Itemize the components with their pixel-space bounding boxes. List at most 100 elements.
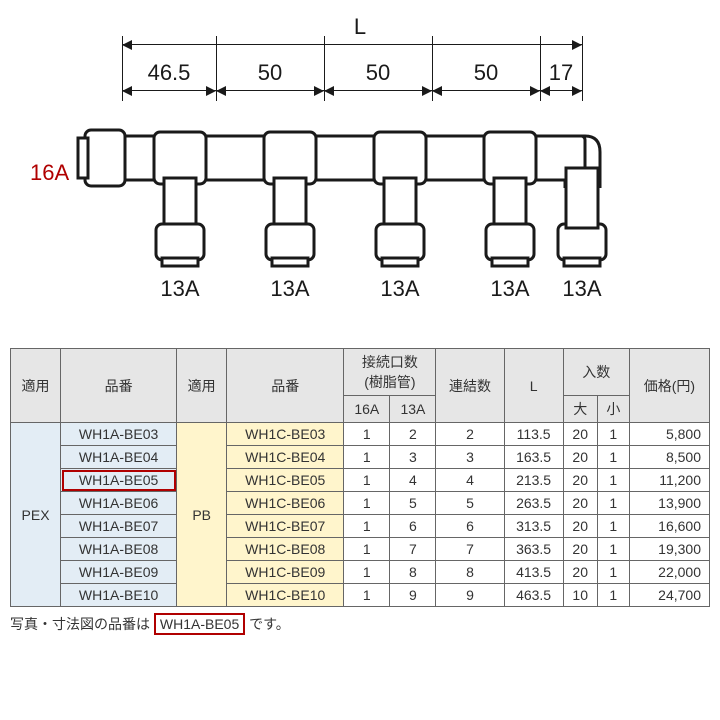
cell-part1: WH1A-BE04 — [61, 446, 177, 469]
th-conn-group: 接続口数 (樹脂管) — [344, 349, 436, 396]
cell-price: 22,000 — [629, 561, 709, 584]
cell-price: 11,200 — [629, 469, 709, 492]
table-row: WH1A-BE04WH1C-BE04133163.52018,500 — [11, 446, 710, 469]
cell-qs: 1 — [597, 423, 629, 446]
cell-len: 263.5 — [504, 492, 563, 515]
cell-part1: WH1A-BE06 — [61, 492, 177, 515]
outlet-label: 13A — [154, 276, 206, 302]
table-row: WH1A-BE06WH1C-BE06155263.520113,900 — [11, 492, 710, 515]
spec-table: 適用 品番 適用 品番 接続口数 (樹脂管) 連結数 L 入数 価格(円) 16… — [10, 348, 710, 607]
th-conn13a: 13A — [390, 396, 436, 423]
cell-link: 6 — [436, 515, 504, 538]
cell-qb: 10 — [563, 584, 597, 607]
cell-link: 9 — [436, 584, 504, 607]
cell-c16: 1 — [344, 584, 390, 607]
th-apply1: 適用 — [11, 349, 61, 423]
cell-part2: WH1C-BE10 — [227, 584, 344, 607]
cell-qb: 20 — [563, 561, 597, 584]
cell-link: 8 — [436, 561, 504, 584]
th-conn16a: 16A — [344, 396, 390, 423]
cell-c16: 1 — [344, 492, 390, 515]
cell-len: 413.5 — [504, 561, 563, 584]
cell-c13: 4 — [390, 469, 436, 492]
cell-price: 24,700 — [629, 584, 709, 607]
cell-link: 5 — [436, 492, 504, 515]
cell-part2: WH1C-BE03 — [227, 423, 344, 446]
th-qty-big: 大 — [563, 396, 597, 423]
footnote-prefix: 写真・寸法図の品番は — [10, 616, 150, 632]
cell-qb: 20 — [563, 538, 597, 561]
cell-part2: WH1C-BE08 — [227, 538, 344, 561]
cell-c16: 1 — [344, 446, 390, 469]
cell-len: 163.5 — [504, 446, 563, 469]
cell-len: 363.5 — [504, 538, 563, 561]
outlet-label: 13A — [374, 276, 426, 302]
cell-part1: WH1A-BE07 — [61, 515, 177, 538]
cell-len: 213.5 — [504, 469, 563, 492]
spec-table-wrap: 適用 品番 適用 品番 接続口数 (樹脂管) 連結数 L 入数 価格(円) 16… — [10, 348, 710, 635]
cell-qs: 1 — [597, 469, 629, 492]
cell-part2: WH1C-BE04 — [227, 446, 344, 469]
cell-qs: 1 — [597, 515, 629, 538]
cell-part1: WH1A-BE03 — [61, 423, 177, 446]
cell-link: 3 — [436, 446, 504, 469]
footnote-part: WH1A-BE05 — [154, 613, 245, 635]
cell-c13: 6 — [390, 515, 436, 538]
cell-c13: 9 — [390, 584, 436, 607]
table-body: PEXWH1A-BE03PBWH1C-BE03122113.52015,800W… — [11, 423, 710, 607]
cell-group1: PEX — [11, 423, 61, 607]
cell-qb: 20 — [563, 515, 597, 538]
cell-qs: 1 — [597, 584, 629, 607]
cell-part2: WH1C-BE09 — [227, 561, 344, 584]
cell-price: 8,500 — [629, 446, 709, 469]
cell-len: 113.5 — [504, 423, 563, 446]
cell-part1: WH1A-BE10 — [61, 584, 177, 607]
cell-price: 16,600 — [629, 515, 709, 538]
cell-link: 2 — [436, 423, 504, 446]
cell-qb: 20 — [563, 469, 597, 492]
cell-qs: 1 — [597, 492, 629, 515]
th-price: 価格(円) — [629, 349, 709, 423]
cell-len: 463.5 — [504, 584, 563, 607]
th-link: 連結数 — [436, 349, 504, 423]
cell-c13: 3 — [390, 446, 436, 469]
cell-c13: 8 — [390, 561, 436, 584]
cell-c13: 7 — [390, 538, 436, 561]
cell-link: 4 — [436, 469, 504, 492]
th-qty-group: 入数 — [563, 349, 629, 396]
cell-group2: PB — [177, 423, 227, 607]
cell-qs: 1 — [597, 538, 629, 561]
table-row: PEXWH1A-BE03PBWH1C-BE03122113.52015,800 — [11, 423, 710, 446]
th-qty-small: 小 — [597, 396, 629, 423]
cell-c16: 1 — [344, 561, 390, 584]
cell-qs: 1 — [597, 446, 629, 469]
cell-part1: WH1A-BE09 — [61, 561, 177, 584]
cell-link: 7 — [436, 538, 504, 561]
cell-c16: 1 — [344, 515, 390, 538]
cell-part2: WH1C-BE06 — [227, 492, 344, 515]
cell-part1: WH1A-BE08 — [61, 538, 177, 561]
cell-qb: 20 — [563, 446, 597, 469]
th-part2: 品番 — [227, 349, 344, 423]
footnote: 写真・寸法図の品番は WH1A-BE05 です。 — [10, 613, 710, 635]
technical-drawing: L 46.550505017 16A 13A13A13A13A13A — [10, 8, 710, 338]
cell-qb: 20 — [563, 423, 597, 446]
cell-price: 13,900 — [629, 492, 709, 515]
cell-price: 19,300 — [629, 538, 709, 561]
th-apply2: 適用 — [177, 349, 227, 423]
th-part1: 品番 — [61, 349, 177, 423]
cell-c13: 5 — [390, 492, 436, 515]
cell-c16: 1 — [344, 469, 390, 492]
table-row: WH1A-BE09WH1C-BE09188413.520122,000 — [11, 561, 710, 584]
cell-qs: 1 — [597, 561, 629, 584]
table-row: WH1A-BE08WH1C-BE08177363.520119,300 — [11, 538, 710, 561]
table-row: WH1A-BE10WH1C-BE10199463.510124,700 — [11, 584, 710, 607]
cell-qb: 20 — [563, 492, 597, 515]
table-row: WH1A-BE05WH1C-BE05144213.520111,200 — [11, 469, 710, 492]
outlet-label: 13A — [264, 276, 316, 302]
cell-part2: WH1C-BE07 — [227, 515, 344, 538]
table-row: WH1A-BE07WH1C-BE07166313.520116,600 — [11, 515, 710, 538]
cell-c16: 1 — [344, 423, 390, 446]
cell-price: 5,800 — [629, 423, 709, 446]
cell-c16: 1 — [344, 538, 390, 561]
